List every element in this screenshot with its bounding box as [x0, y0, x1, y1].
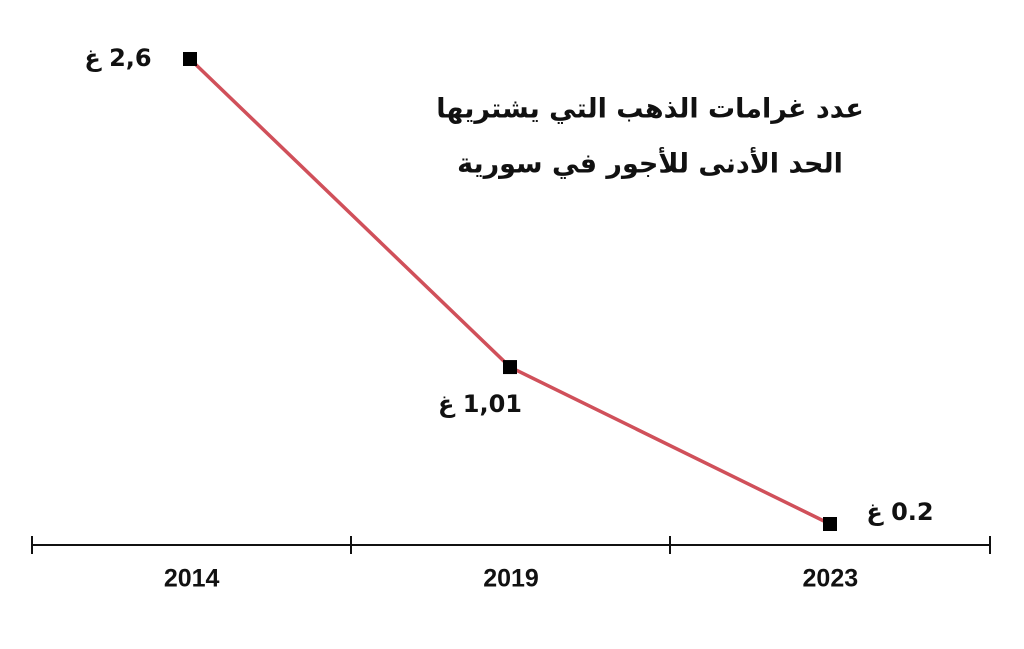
- data-point: [183, 52, 197, 66]
- x-tick-label: 2019: [483, 565, 539, 593]
- value-label: 2,6 غ: [84, 44, 151, 72]
- chart-subtitle: الحد الأدنى للأجور في سورية: [457, 147, 843, 180]
- chart-title: عدد غرامات الذهب التي يشتريها: [436, 94, 864, 125]
- data-point: [503, 360, 517, 375]
- value-label: 1,01 غ: [438, 390, 522, 418]
- value-label: 0.2 غ: [866, 498, 933, 526]
- x-axis: [31, 536, 991, 554]
- data-line: [188, 57, 831, 526]
- x-tick-label: 2023: [803, 565, 859, 593]
- x-tick-label: 2014: [164, 565, 220, 593]
- data-point: [823, 517, 837, 531]
